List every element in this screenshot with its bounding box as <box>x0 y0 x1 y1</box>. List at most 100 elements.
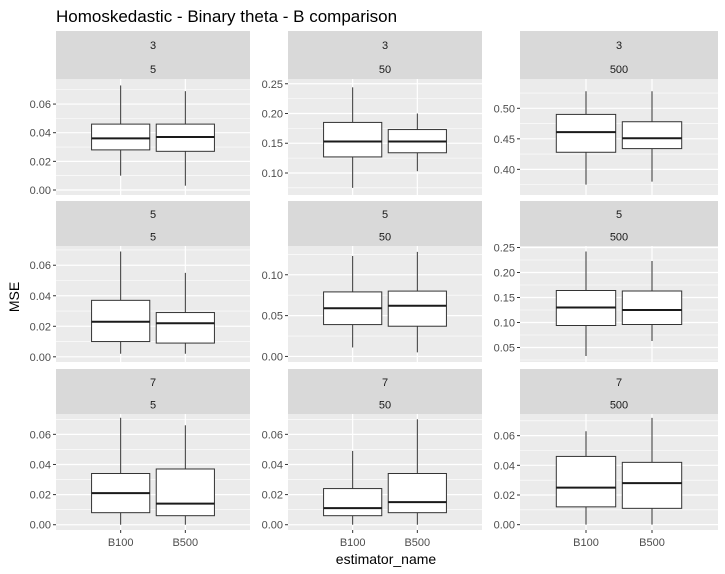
y-tick-label: 0.00 <box>30 185 51 197</box>
y-tick-label: 0.06 <box>494 431 515 443</box>
facet-strip <box>56 201 250 246</box>
box-b100 <box>555 251 617 356</box>
box-b100 <box>323 450 383 525</box>
facet-strip-label: 5 <box>616 209 622 221</box>
box-b100 <box>555 431 617 525</box>
facet-strip <box>520 369 718 414</box>
facet-strip-label: 7 <box>150 377 156 389</box>
facet-strip <box>288 201 482 246</box>
y-tick-label: 0.15 <box>494 293 515 305</box>
box-b500 <box>155 272 215 354</box>
panel-background <box>56 414 250 530</box>
y-axis-title: MSE <box>6 282 22 312</box>
box-iqr <box>91 123 151 151</box>
box-b100 <box>323 87 383 188</box>
x-tick-label: B500 <box>639 537 665 549</box>
y-tick-label: 0.40 <box>494 164 515 176</box>
y-tick-label: 0.10 <box>494 318 515 330</box>
y-tick-label: 0.50 <box>494 103 515 115</box>
box-iqr <box>323 121 383 158</box>
box-b500 <box>387 251 447 353</box>
chart-title: Homoskedastic - Binary theta - B compari… <box>56 7 397 26</box>
y-tick-label: 0.04 <box>494 460 515 472</box>
panel-background <box>56 246 250 362</box>
box-b500 <box>621 417 683 525</box>
x-tick-label: B500 <box>172 537 198 549</box>
facet-panel: 7 500 0.00 0.02 0.04 0.06 B100 B500 <box>494 369 718 549</box>
box-iqr <box>621 290 683 325</box>
y-tick-label: 0.02 <box>262 490 283 502</box>
y-tick-label: 0.06 <box>30 99 51 111</box>
facet-strip <box>288 31 482 79</box>
facet-strip-label: 3 <box>382 40 388 52</box>
facet-strip-label: 500 <box>610 64 628 76</box>
box-iqr <box>555 113 617 153</box>
y-tick-label: 0.02 <box>494 490 515 502</box>
y-tick-label: 0.20 <box>262 109 283 121</box>
y-tick-label: 0.10 <box>262 168 283 180</box>
facet-strip-label: 3 <box>616 40 622 52</box>
box-iqr <box>555 455 617 508</box>
y-tick-label: 0.25 <box>494 243 515 255</box>
panel-background <box>288 414 482 530</box>
box-b500 <box>621 261 683 341</box>
x-tick-label: B500 <box>404 537 430 549</box>
facet-strip-label: 7 <box>382 377 388 389</box>
box-b500 <box>155 425 215 525</box>
y-tick-label: 0.02 <box>30 321 51 333</box>
x-tick-label: B100 <box>108 537 134 549</box>
facet-strip <box>56 31 250 79</box>
x-axis-title: estimator_name <box>336 551 437 567</box>
facet-strip-label: 5 <box>382 209 388 221</box>
box-b100 <box>323 255 383 348</box>
facet-panel: 7 50 0.00 0.02 0.04 0.06 B100 B500 <box>262 369 482 549</box>
facet-strip-label: 5 <box>150 64 156 76</box>
x-tick-label: B100 <box>573 537 599 549</box>
y-tick-label: 0.06 <box>30 260 51 272</box>
box-b500 <box>621 91 683 182</box>
box-b500 <box>387 113 447 172</box>
y-tick-label: 0.05 <box>262 311 283 323</box>
box-b100 <box>555 91 617 185</box>
y-tick-label: 0.00 <box>262 520 283 532</box>
panel-background <box>520 246 718 362</box>
box-b100 <box>91 417 151 525</box>
facet-strip-label: 50 <box>379 400 391 412</box>
facet-strip <box>56 369 250 414</box>
box-iqr <box>155 468 215 517</box>
panel-background <box>288 79 482 195</box>
facet-strip-label: 5 <box>150 232 156 244</box>
box-b100 <box>91 251 151 354</box>
facet-panel: 3 500 0.40 0.45 0.50 <box>494 31 718 195</box>
y-tick-label: 0.00 <box>30 352 51 364</box>
facet-panel: 3 50 0.10 0.15 0.20 0.25 <box>262 31 482 195</box>
facet-strip <box>288 369 482 414</box>
y-tick-label: 0.06 <box>30 429 51 441</box>
box-iqr <box>621 461 683 509</box>
y-tick-label: 0.02 <box>30 490 51 502</box>
y-tick-label: 0.05 <box>494 343 515 355</box>
y-tick-label: 0.00 <box>262 351 283 363</box>
y-tick-label: 0.04 <box>30 128 51 140</box>
facet-panel: 3 5 0.00 0.02 0.04 0.06 <box>30 31 250 197</box>
y-tick-label: 0.00 <box>30 520 51 532</box>
facet-panel: 5 500 0.05 0.10 0.15 0.20 0.25 <box>494 201 718 362</box>
box-iqr <box>323 488 383 517</box>
facet-strip <box>520 201 718 246</box>
box-b500 <box>155 91 215 186</box>
x-tick-label: B100 <box>340 537 366 549</box>
y-tick-label: 0.04 <box>30 459 51 471</box>
panel-background <box>56 79 250 195</box>
y-tick-label: 0.10 <box>262 270 283 282</box>
y-tick-label: 0.15 <box>262 138 283 150</box>
y-tick-label: 0.45 <box>494 134 515 146</box>
facet-panel: 5 50 0.00 0.05 0.10 <box>262 201 482 363</box>
facet-strip-label: 5 <box>150 209 156 221</box>
facet-strip-label: 3 <box>150 40 156 52</box>
box-iqr <box>387 473 447 514</box>
box-b500 <box>387 419 447 525</box>
panel-background <box>288 246 482 362</box>
panel-background <box>520 79 718 195</box>
box-iqr <box>387 290 447 327</box>
